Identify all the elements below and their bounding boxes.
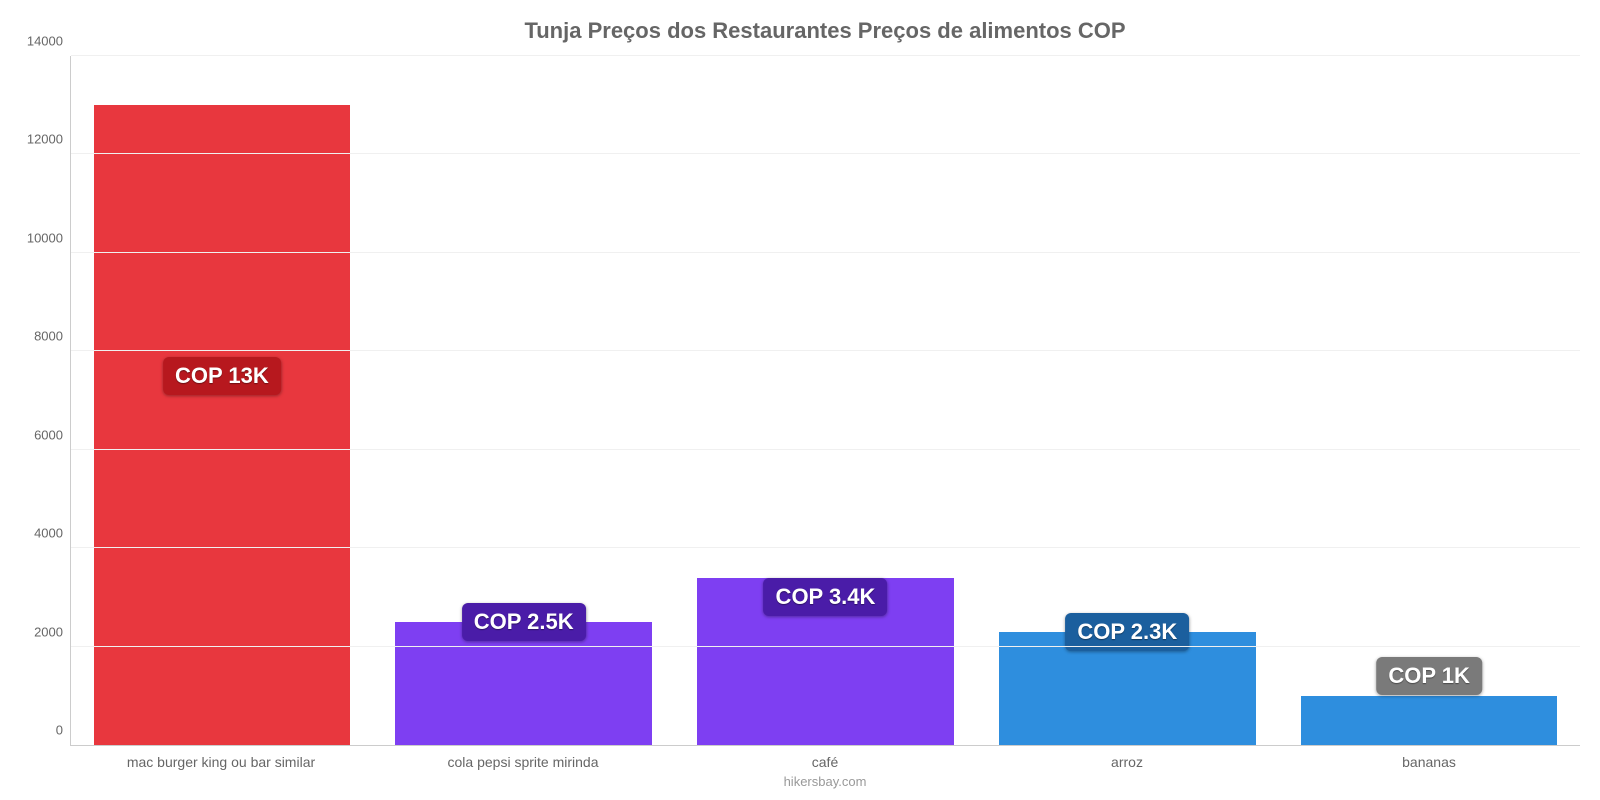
ytick-label: 10000: [27, 230, 71, 245]
gridline: [71, 449, 1580, 450]
bar-slot: COP 2.3K: [976, 56, 1278, 745]
gridline: [71, 55, 1580, 56]
ytick-label: 4000: [34, 526, 71, 541]
xtick-label: café: [674, 754, 976, 770]
ytick-label: 14000: [27, 34, 71, 49]
chart-credits: hikersbay.com: [70, 774, 1580, 789]
gridline: [71, 646, 1580, 647]
bar: [94, 105, 351, 745]
bars-group: COP 13K COP 2.5K COP 3.4K COP 2.3K COP 1K: [71, 56, 1580, 745]
ytick-label: 8000: [34, 329, 71, 344]
xtick-label: mac burger king ou bar similar: [70, 754, 372, 770]
chart-container: Tunja Preços dos Restaurantes Preços de …: [0, 0, 1600, 800]
value-badge: COP 1K: [1376, 657, 1482, 695]
bar-slot: COP 3.4K: [675, 56, 977, 745]
chart-title: Tunja Preços dos Restaurantes Preços de …: [70, 18, 1580, 44]
ytick-label: 12000: [27, 132, 71, 147]
xtick-label: bananas: [1278, 754, 1580, 770]
gridline: [71, 252, 1580, 253]
ytick-label: 0: [56, 723, 71, 738]
plot-area: COP 13KCOP 2.5KCOP 3.4KCOP 2.3KCOP 1K 02…: [70, 56, 1580, 746]
value-badge: COP 2.5K: [462, 603, 586, 641]
gridline: [71, 547, 1580, 548]
value-badge: COP 3.4K: [764, 578, 888, 616]
xtick-label: arroz: [976, 754, 1278, 770]
x-axis-labels: mac burger king ou bar similarcola pepsi…: [70, 754, 1580, 770]
ytick-label: 6000: [34, 427, 71, 442]
bar: [1301, 696, 1558, 745]
gridline: [71, 350, 1580, 351]
bar-slot: COP 1K: [1278, 56, 1580, 745]
xtick-label: cola pepsi sprite mirinda: [372, 754, 674, 770]
bar-slot: COP 13K: [71, 56, 373, 745]
gridline: [71, 153, 1580, 154]
bar-slot: COP 2.5K: [373, 56, 675, 745]
value-badge: COP 13K: [163, 357, 281, 395]
ytick-label: 2000: [34, 624, 71, 639]
